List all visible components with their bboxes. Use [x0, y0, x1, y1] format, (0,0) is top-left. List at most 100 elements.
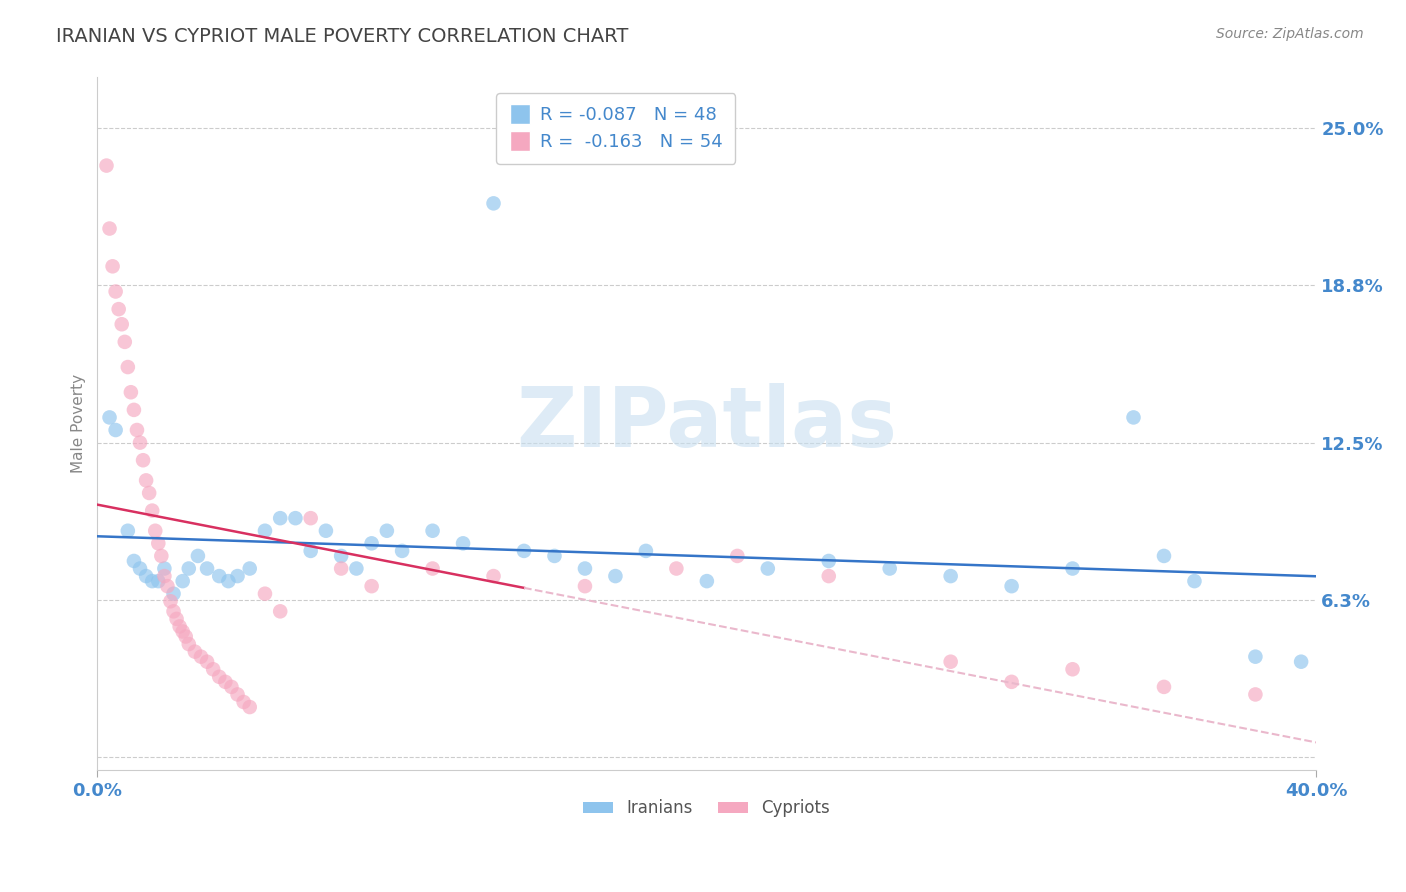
Point [605, 569, 627, 583]
Point [117, 359, 139, 374]
Point [148, 536, 170, 550]
Point [665, 561, 688, 575]
Point [143, 524, 166, 538]
Text: IRANIAN VS CYPRIOT MALE POVERTY CORRELATION CHART: IRANIAN VS CYPRIOT MALE POVERTY CORRELAT… [56, 27, 628, 45]
Point [117, 524, 139, 538]
Point [299, 544, 322, 558]
Point [574, 561, 596, 575]
Point [269, 604, 291, 618]
Point [330, 561, 353, 575]
Point [114, 334, 136, 349]
Point [1153, 549, 1175, 563]
Point [202, 662, 225, 676]
Point [360, 536, 382, 550]
Point [122, 402, 145, 417]
Point [169, 619, 191, 633]
Point [939, 655, 962, 669]
Point [129, 561, 152, 575]
Point [451, 536, 474, 550]
Point [1062, 561, 1084, 575]
Point [208, 670, 231, 684]
Point [132, 453, 155, 467]
Point [232, 695, 254, 709]
Point [184, 645, 207, 659]
Point [1000, 674, 1022, 689]
Point [172, 624, 194, 639]
Point [141, 574, 163, 588]
Point [107, 302, 129, 317]
Point [217, 574, 239, 588]
Point [120, 385, 142, 400]
Point [162, 587, 184, 601]
Point [153, 569, 176, 583]
Point [226, 569, 249, 583]
Point [1184, 574, 1206, 588]
Point [1289, 655, 1312, 669]
Point [125, 423, 148, 437]
Text: Source: ZipAtlas.com: Source: ZipAtlas.com [1216, 27, 1364, 41]
Point [148, 574, 170, 588]
Point [482, 569, 505, 583]
Point [187, 549, 209, 563]
Point [634, 544, 657, 558]
Point [221, 680, 243, 694]
Point [122, 554, 145, 568]
Point [725, 549, 748, 563]
Point [939, 569, 962, 583]
Point [513, 544, 536, 558]
Point [239, 561, 262, 575]
Point [174, 630, 197, 644]
Point [156, 579, 179, 593]
Point [330, 549, 353, 563]
Point [422, 561, 444, 575]
Point [253, 524, 276, 538]
Point [141, 503, 163, 517]
Point [166, 612, 188, 626]
Point [422, 524, 444, 538]
Point [98, 410, 121, 425]
Text: ZIPatlas: ZIPatlas [516, 384, 897, 464]
Point [391, 544, 413, 558]
Point [111, 318, 134, 332]
Point [162, 604, 184, 618]
Point [98, 221, 121, 235]
Point [817, 554, 839, 568]
Point [159, 594, 181, 608]
Point [195, 561, 218, 575]
Point [360, 579, 382, 593]
Point [375, 524, 398, 538]
Point [1062, 662, 1084, 676]
Point [344, 561, 367, 575]
Point [172, 574, 194, 588]
Point [879, 561, 901, 575]
Point [101, 260, 124, 274]
Point [1244, 688, 1267, 702]
Point [177, 637, 200, 651]
Legend: Iranians, Cypriots: Iranians, Cypriots [576, 793, 837, 824]
Point [190, 649, 212, 664]
Point [208, 569, 231, 583]
Point [482, 196, 505, 211]
Point [153, 561, 176, 575]
Point [195, 655, 218, 669]
Point [138, 486, 160, 500]
Point [177, 561, 200, 575]
Point [543, 549, 565, 563]
Point [104, 423, 127, 437]
Point [574, 579, 596, 593]
Point [817, 569, 839, 583]
Point [299, 511, 322, 525]
Point [756, 561, 779, 575]
Point [284, 511, 307, 525]
Point [135, 569, 157, 583]
Point [150, 549, 173, 563]
Y-axis label: Male Poverty: Male Poverty [72, 374, 86, 474]
Point [696, 574, 718, 588]
Point [1153, 680, 1175, 694]
Point [239, 700, 262, 714]
Point [1244, 649, 1267, 664]
Point [135, 474, 157, 488]
Point [104, 285, 127, 299]
Point [214, 674, 236, 689]
Point [226, 688, 249, 702]
